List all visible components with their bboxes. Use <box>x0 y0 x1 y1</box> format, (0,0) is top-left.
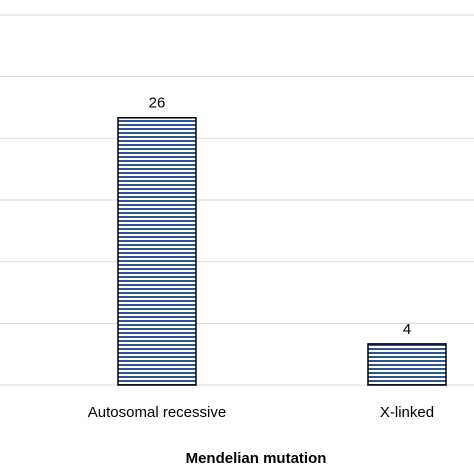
bar <box>117 117 197 386</box>
value-label: 26 <box>149 95 166 112</box>
x-tick-label: X-linked <box>380 404 434 421</box>
value-label: 4 <box>403 321 411 338</box>
bar <box>367 343 447 386</box>
x-tick-label: Autosomal recessive <box>88 404 226 421</box>
x-axis-title: Mendelian mutation <box>186 450 327 467</box>
